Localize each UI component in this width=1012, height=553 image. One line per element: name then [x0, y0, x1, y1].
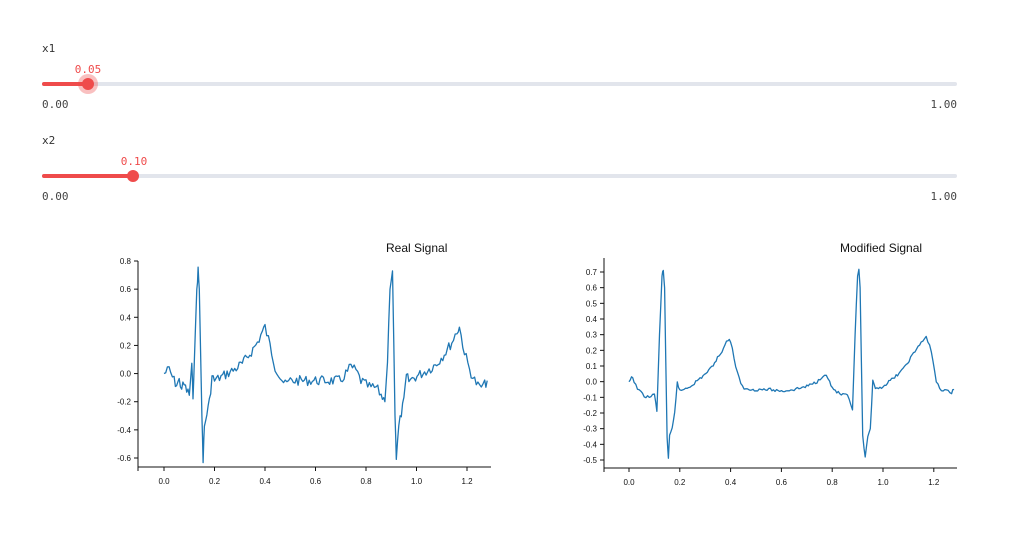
slider-x1-track[interactable]: [42, 78, 957, 90]
slider-x2-thumb[interactable]: [127, 170, 139, 182]
x-tick-label: 1.0: [411, 477, 423, 486]
y-tick-label: 0.6: [586, 284, 598, 293]
y-tick-label: -0.4: [583, 440, 597, 449]
slider-x2-label: x2: [42, 134, 56, 147]
slider-x1-thumb[interactable]: [82, 78, 94, 90]
y-tick-label: 0.8: [120, 257, 132, 266]
y-tick-label: 0.6: [120, 285, 132, 294]
y-tick-label: 0.0: [120, 370, 132, 379]
y-tick-label: -0.2: [117, 398, 131, 407]
x-tick-label: 0.6: [310, 477, 322, 486]
y-tick-label: -0.4: [117, 426, 131, 435]
y-tick-label: -0.2: [583, 409, 597, 418]
y-tick-label: -0.3: [583, 425, 597, 434]
chart-real: 0.8 0.6 0.4 0.2 0.0 -0.2 -0.4 -0.6 0.0 0.2 0.4 0.6 0…: [117, 257, 491, 486]
x-tick-label: 0.6: [776, 478, 788, 487]
slider-x1-max-label: 1.00: [930, 98, 958, 111]
slider-x1-label: x1: [42, 42, 56, 55]
x-tick-label: 1.2: [461, 477, 473, 486]
x-tick-label: 1.2: [928, 478, 940, 487]
y-tick-label: -0.5: [583, 456, 597, 465]
slider-x2-min-label: 0.00: [42, 190, 69, 203]
x-tick-label: 0.4: [725, 478, 737, 487]
chart-title-modified: Modified Signal: [840, 241, 923, 255]
signal-line-real: [163, 266, 488, 464]
x-tick-label: 0.8: [827, 478, 839, 487]
y-tick-label: 0.3: [586, 331, 598, 340]
x-tick-label: 0.8: [360, 477, 372, 486]
slider-x2-max-label: 1.00: [930, 190, 958, 203]
x-tick-label: 0.4: [259, 477, 271, 486]
x-tick-label: 0.0: [623, 478, 635, 487]
signal-line-modified: [628, 268, 955, 459]
y-tick-label: 0.0: [586, 378, 598, 387]
slider-x1-fill: [42, 82, 88, 86]
y-tick-label: 0.2: [120, 341, 132, 350]
y-tick-label: 0.1: [586, 362, 598, 371]
slider-x2-fill: [42, 174, 133, 178]
y-tick-label: -0.1: [583, 393, 597, 402]
y-tick-label: -0.6: [117, 454, 131, 463]
y-tick-label: 0.4: [120, 313, 132, 322]
chart-modified: 0.7 0.6 0.5 0.4 0.3 0.2 0.1 0.0 -0.1 -0.2 -0.3 -0.4…: [583, 258, 957, 487]
slider-x2-track[interactable]: [42, 170, 957, 182]
y-tick-label: 0.5: [586, 299, 598, 308]
slider-x2-value: 0.10: [120, 155, 148, 168]
y-tick-label: 0.7: [586, 268, 598, 277]
chart-title-real: Real Signal: [386, 241, 448, 255]
y-tick-label: 0.4: [586, 315, 598, 324]
x-tick-label: 0.2: [209, 477, 221, 486]
y-tick-label: 0.2: [586, 346, 598, 355]
slider-x1-min-label: 0.00: [42, 98, 69, 111]
x-tick-label: 0.0: [158, 477, 170, 486]
slider-x1-value: 0.05: [74, 63, 102, 76]
x-tick-label: 1.0: [877, 478, 889, 487]
x-tick-label: 0.2: [674, 478, 686, 487]
